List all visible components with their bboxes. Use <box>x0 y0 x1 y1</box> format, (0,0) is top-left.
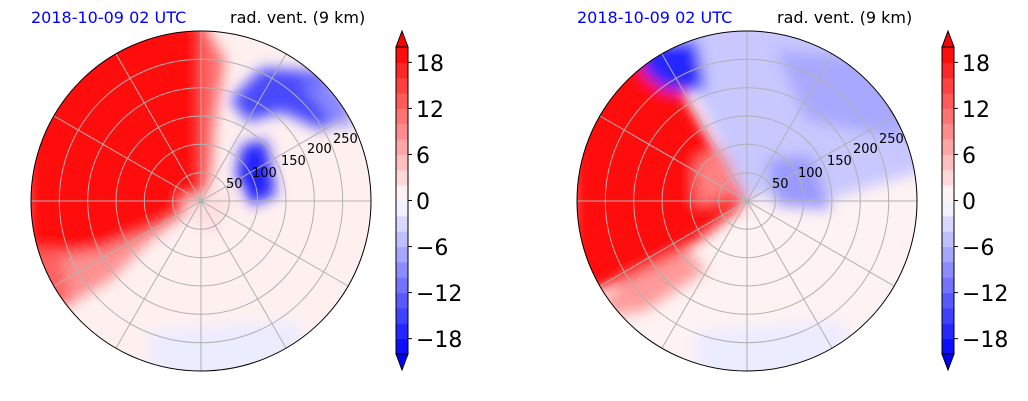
left-colorbar-band <box>396 261 408 278</box>
right-colorbar-bands <box>942 47 954 355</box>
right-colorbar-band <box>942 246 954 263</box>
left-range-rings <box>31 31 371 371</box>
left-colorbar-band <box>396 93 408 109</box>
right-ring-label-100: 100 <box>798 166 823 181</box>
left-colorbar-band <box>396 47 408 63</box>
left-colorbar-band <box>396 169 408 186</box>
right-colorbar-tick-18: 18 <box>962 52 990 77</box>
right-colorbar-tick-labels: 18 12 6 0 −6 −12 −18 <box>962 52 1008 353</box>
left-colorbar-bands <box>396 47 408 355</box>
left-ring-label-250: 250 <box>333 132 358 147</box>
left-colorbar-tick-12: 12 <box>416 98 444 123</box>
right-title-date: 2018-10-09 02 UTC <box>577 8 733 27</box>
right-colorbar: 18 12 6 0 −6 −12 −18 <box>941 29 1008 372</box>
left-ring-label-100: 100 <box>252 166 277 181</box>
left-colorbar-band <box>396 292 408 309</box>
left-colorbar-tick-18: 18 <box>416 52 444 77</box>
left-radial-field <box>31 31 371 371</box>
left-panel: 50 100 150 200 250 18 12 6 0 −6 −12 −18 … <box>30 8 462 372</box>
right-colorbar-band <box>942 139 954 155</box>
left-polar-plot: 50 100 150 200 250 18 12 6 0 −6 −12 −18 <box>30 29 462 372</box>
right-ring-label-200: 200 <box>853 142 878 157</box>
left-colorbar-band <box>396 77 408 94</box>
right-title-field: rad. vent. (9 km) <box>777 8 913 27</box>
right-polar-plot: 50 100 150 200 250 18 12 6 0 −6 −12 −18 <box>576 29 1008 372</box>
left-colorbar-band <box>396 108 408 125</box>
left-colorbar-min-arrow <box>395 353 409 372</box>
right-ring-labels: 50 100 150 200 250 <box>772 132 904 192</box>
right-plot-border <box>576 30 918 372</box>
left-title-date: 2018-10-09 02 UTC <box>31 8 187 27</box>
left-colorbar-tick-neg6: −6 <box>416 236 448 261</box>
left-title-field: rad. vent. (9 km) <box>230 8 366 27</box>
left-colorbar-band <box>396 62 408 79</box>
left-colorbar-band <box>396 200 408 217</box>
left-colorbar-band <box>396 215 408 232</box>
right-colorbar-band <box>942 62 954 79</box>
right-colorbar-tick-neg18: −18 <box>962 328 1008 353</box>
right-colorbar-band <box>942 292 954 309</box>
right-colorbar-band <box>942 169 954 186</box>
right-colorbar-band <box>942 47 954 63</box>
left-colorbar-band <box>396 338 408 355</box>
right-colorbar-tick-neg12: −12 <box>962 282 1008 307</box>
right-colorbar-band <box>942 123 954 140</box>
right-colorbar-band <box>942 323 954 340</box>
left-colorbar-tick-neg18: −18 <box>416 328 462 353</box>
right-panel: 50 100 150 200 250 18 12 6 0 −6 −12 −18 … <box>546 0 1028 401</box>
left-colorbar-tick-labels: 18 12 6 0 −6 −12 −18 <box>416 52 462 353</box>
left-ring-labels: 50 100 150 200 250 <box>226 132 358 192</box>
right-colorbar-max-arrow <box>941 29 955 48</box>
right-colorbar-band <box>942 200 954 217</box>
right-colorbar-band <box>942 154 954 171</box>
left-ring-label-150: 150 <box>281 154 306 169</box>
left-plot-border <box>30 30 372 372</box>
right-colorbar-band <box>942 231 954 248</box>
right-colorbar-min-arrow <box>941 353 955 372</box>
left-colorbar-band <box>396 246 408 263</box>
left-colorbar-tick-0: 0 <box>416 190 430 215</box>
right-colorbar-band <box>942 185 954 201</box>
left-colorbar-tick-neg12: −12 <box>416 282 462 307</box>
left-colorbar-band <box>396 231 408 248</box>
left-colorbar-band <box>396 185 408 201</box>
left-colorbar-max-arrow <box>395 29 409 48</box>
right-colorbar-band <box>942 215 954 232</box>
right-colorbar-band <box>942 277 954 294</box>
right-ring-label-250: 250 <box>879 132 904 147</box>
right-colorbar-band <box>942 77 954 94</box>
left-colorbar-tick-6: 6 <box>416 144 430 169</box>
right-ring-label-150: 150 <box>827 154 852 169</box>
left-colorbar-band <box>396 277 408 294</box>
right-colorbar-band <box>942 338 954 355</box>
right-ring-label-50: 50 <box>772 177 789 192</box>
right-colorbar-tick-12: 12 <box>962 98 990 123</box>
left-ring-label-200: 200 <box>307 142 332 157</box>
left-colorbar-band <box>396 139 408 155</box>
right-colorbar-tick-0: 0 <box>962 190 976 215</box>
right-radial-field <box>577 31 917 371</box>
left-colorbar-band <box>396 323 408 340</box>
right-colorbar-tick-neg6: −6 <box>962 236 994 261</box>
left-colorbar: 18 12 6 0 −6 −12 −18 <box>395 29 462 372</box>
right-colorbar-tick-6: 6 <box>962 144 976 169</box>
left-ring-label-50: 50 <box>226 177 243 192</box>
right-colorbar-band <box>942 307 954 324</box>
left-colorbar-band <box>396 307 408 324</box>
right-colorbar-band <box>942 261 954 278</box>
left-colorbar-ticks <box>408 61 412 340</box>
left-colorbar-band <box>396 154 408 171</box>
right-colorbar-band <box>942 93 954 109</box>
right-range-rings <box>577 31 917 371</box>
right-colorbar-band <box>942 108 954 125</box>
left-colorbar-band <box>396 123 408 140</box>
right-colorbar-ticks <box>954 61 958 340</box>
